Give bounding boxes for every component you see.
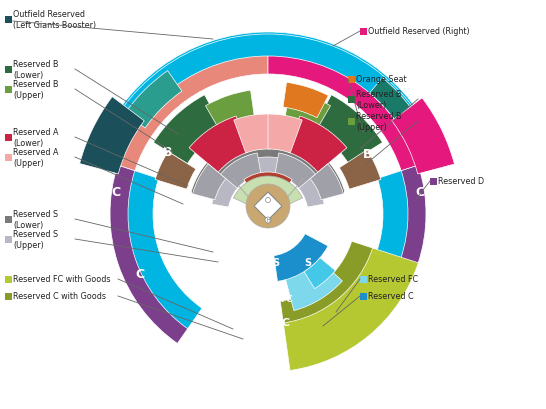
Bar bbox=[5, 86, 12, 93]
Wedge shape bbox=[221, 153, 261, 189]
Wedge shape bbox=[288, 117, 347, 173]
Wedge shape bbox=[283, 83, 328, 119]
Wedge shape bbox=[191, 135, 345, 200]
Wedge shape bbox=[304, 258, 335, 289]
Circle shape bbox=[246, 184, 290, 229]
Wedge shape bbox=[153, 96, 223, 164]
Wedge shape bbox=[189, 117, 248, 173]
Text: C: C bbox=[282, 317, 290, 327]
Wedge shape bbox=[268, 53, 422, 171]
Bar bbox=[360, 276, 367, 283]
Wedge shape bbox=[339, 151, 381, 190]
Wedge shape bbox=[283, 248, 418, 371]
Wedge shape bbox=[310, 164, 343, 200]
Text: Reserved FC with Goods: Reserved FC with Goods bbox=[13, 275, 110, 284]
Polygon shape bbox=[234, 177, 302, 211]
Wedge shape bbox=[110, 166, 197, 344]
Wedge shape bbox=[212, 157, 324, 207]
Wedge shape bbox=[97, 33, 439, 159]
Bar bbox=[5, 216, 12, 223]
Text: FC: FC bbox=[280, 295, 292, 304]
Wedge shape bbox=[283, 92, 330, 137]
Bar bbox=[430, 178, 437, 185]
Wedge shape bbox=[205, 91, 256, 137]
Text: C: C bbox=[111, 186, 121, 199]
Circle shape bbox=[265, 198, 270, 203]
Text: Reserved C with Goods: Reserved C with Goods bbox=[13, 292, 106, 301]
Text: Reserved A
(Upper): Reserved A (Upper) bbox=[13, 147, 58, 168]
Bar bbox=[5, 276, 12, 283]
Text: B: B bbox=[163, 146, 173, 159]
Text: S: S bbox=[272, 257, 280, 267]
Wedge shape bbox=[114, 53, 268, 171]
Wedge shape bbox=[80, 97, 144, 175]
Wedge shape bbox=[274, 234, 328, 282]
Wedge shape bbox=[244, 173, 292, 196]
Wedge shape bbox=[128, 171, 202, 329]
Text: Reserved B
(Upper): Reserved B (Upper) bbox=[356, 112, 401, 132]
Wedge shape bbox=[280, 242, 372, 323]
Text: B: B bbox=[363, 148, 373, 161]
Bar bbox=[360, 29, 367, 36]
Text: Reserved A
(Lower): Reserved A (Lower) bbox=[13, 128, 58, 148]
Wedge shape bbox=[95, 33, 439, 164]
Wedge shape bbox=[193, 164, 226, 200]
Text: Reserved B
(Lower): Reserved B (Lower) bbox=[13, 60, 58, 80]
Wedge shape bbox=[124, 72, 182, 129]
Wedge shape bbox=[334, 171, 408, 329]
Text: Reserved FC: Reserved FC bbox=[368, 275, 418, 284]
Bar bbox=[360, 293, 367, 300]
Bar bbox=[5, 66, 12, 73]
Bar bbox=[5, 293, 12, 300]
Bar bbox=[5, 134, 12, 141]
Wedge shape bbox=[97, 33, 439, 159]
Bar bbox=[348, 76, 355, 83]
Wedge shape bbox=[268, 115, 302, 153]
Text: Orange Seat: Orange Seat bbox=[356, 75, 407, 84]
Wedge shape bbox=[275, 153, 316, 189]
Bar bbox=[5, 236, 12, 243]
Text: Outfield Reserved
(Left Giants Booster): Outfield Reserved (Left Giants Booster) bbox=[13, 10, 96, 30]
Bar bbox=[348, 118, 355, 125]
Wedge shape bbox=[234, 115, 271, 153]
Wedge shape bbox=[313, 96, 383, 164]
Bar bbox=[5, 154, 12, 161]
Text: H: H bbox=[266, 218, 270, 223]
Text: Reserved S
(Upper): Reserved S (Upper) bbox=[13, 229, 58, 249]
Text: S: S bbox=[305, 257, 312, 267]
Text: Reserved B
(Upper): Reserved B (Upper) bbox=[13, 80, 58, 100]
Text: Reserved S
(Lower): Reserved S (Lower) bbox=[13, 209, 58, 230]
Wedge shape bbox=[392, 99, 454, 175]
Text: Reserved D: Reserved D bbox=[438, 177, 484, 186]
Text: C: C bbox=[135, 268, 145, 281]
Wedge shape bbox=[340, 166, 426, 344]
Wedge shape bbox=[97, 35, 439, 166]
Wedge shape bbox=[155, 152, 196, 190]
Text: A: A bbox=[185, 190, 195, 203]
Text: C: C bbox=[416, 186, 425, 199]
Bar bbox=[5, 16, 12, 23]
Polygon shape bbox=[254, 193, 282, 220]
Text: Reserved B
(Lower): Reserved B (Lower) bbox=[356, 90, 401, 110]
Wedge shape bbox=[285, 258, 342, 311]
Circle shape bbox=[265, 218, 271, 223]
Text: Outfield Reserved (Right): Outfield Reserved (Right) bbox=[368, 27, 470, 36]
Text: S: S bbox=[240, 257, 247, 267]
Text: A: A bbox=[341, 190, 351, 203]
Bar bbox=[348, 96, 355, 103]
Text: Reserved C: Reserved C bbox=[368, 292, 414, 301]
Wedge shape bbox=[370, 79, 410, 119]
